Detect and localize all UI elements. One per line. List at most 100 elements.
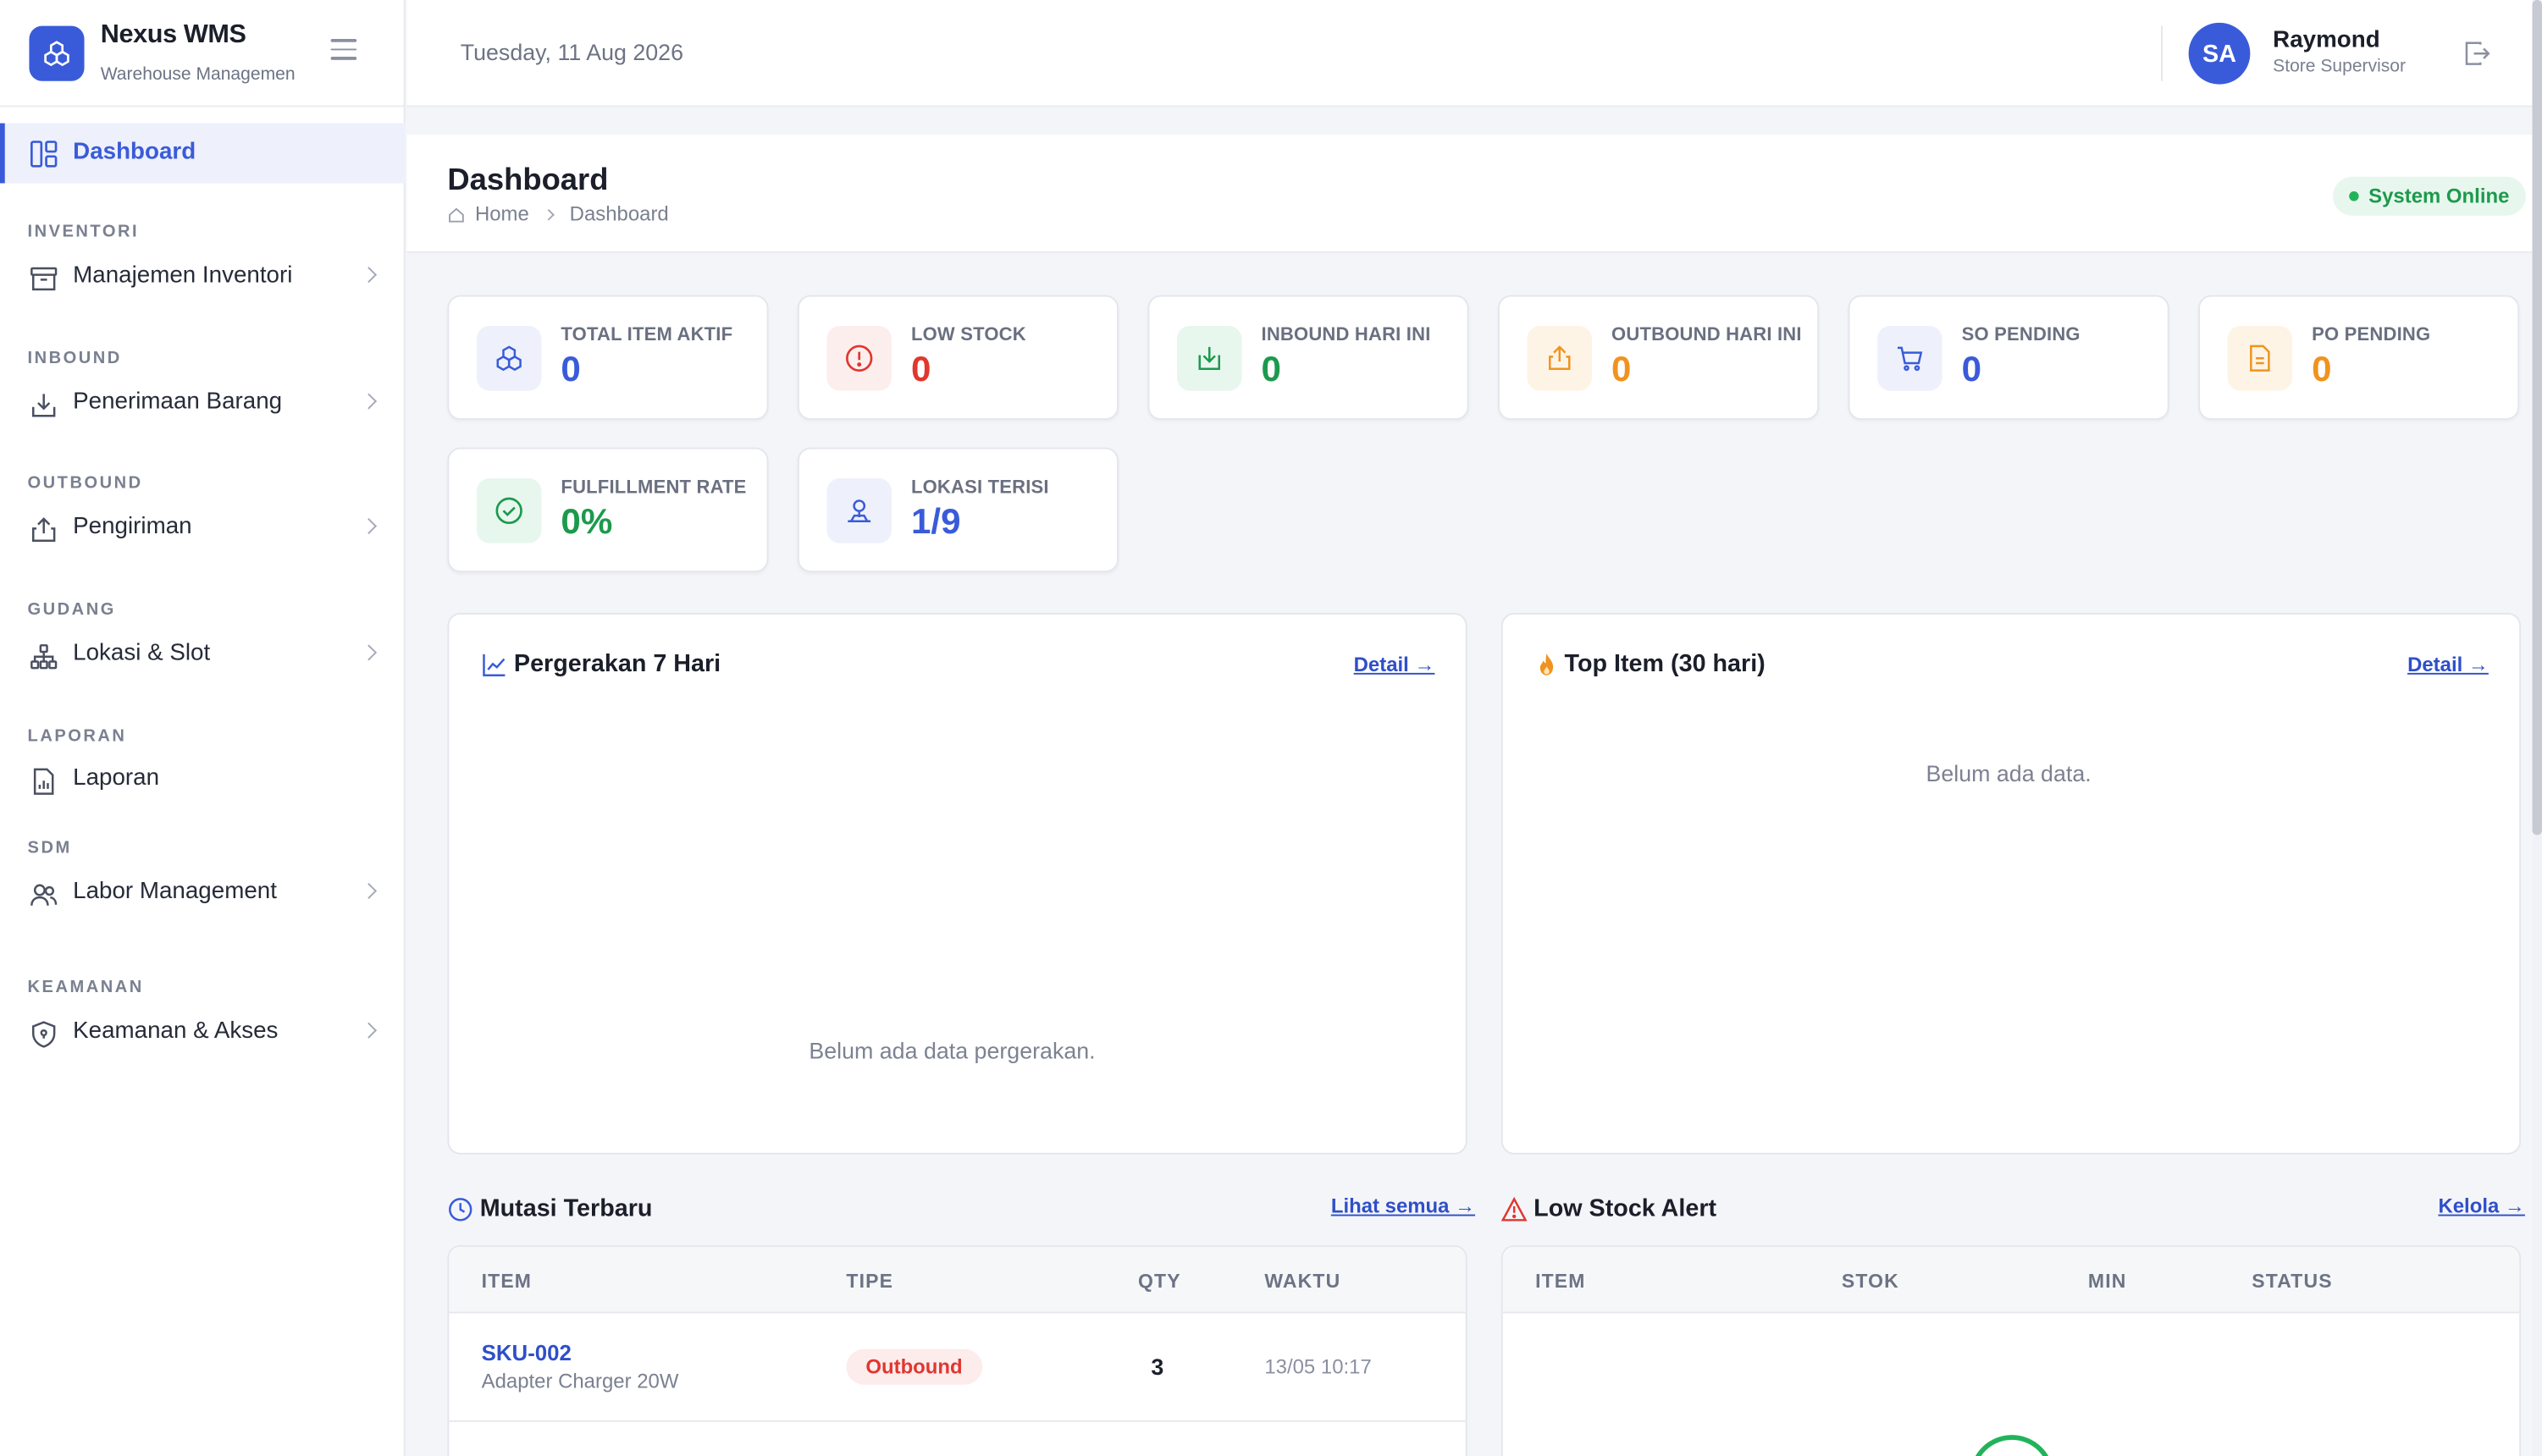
qty-value: 3	[1151, 1354, 1164, 1380]
page-title: Dashboard	[447, 163, 609, 198]
column-header: WAKTU	[1264, 1269, 1341, 1293]
section-title-outbound: OUTBOUND	[27, 473, 143, 494]
warning-icon	[1500, 1195, 1528, 1221]
sidebar-item-label: Pengiriman	[73, 514, 192, 540]
kpi-value: 0	[1611, 348, 1632, 389]
report-icon	[33, 768, 54, 795]
section-title-inbound: INBOUND	[27, 348, 122, 368]
brand-logo-icon[interactable]	[29, 25, 85, 81]
kpi-label: SO PENDING	[1961, 325, 2081, 345]
top-item-panel: Top Item (30 hari) Detail → Belum ada da…	[1500, 613, 2522, 1155]
divider	[2161, 25, 2163, 81]
user-role: Store Supervisor	[2273, 57, 2407, 77]
empty-state: Belum ada data.	[1926, 760, 2092, 786]
movement-panel: Pergerakan 7 Hari Detail → Belum ada dat…	[447, 613, 1467, 1155]
chevron-right-icon	[361, 393, 378, 410]
manage-link[interactable]: Kelola →	[2438, 1194, 2525, 1218]
menu-toggle-icon[interactable]	[330, 38, 357, 62]
location-pin-icon	[826, 478, 892, 543]
detail-link[interactable]: Detail →	[1353, 653, 1435, 676]
document-icon	[2227, 325, 2293, 391]
kpi-label: LOW STOCK	[910, 325, 1026, 345]
sidebar-item-laporan[interactable]: Laporan	[0, 757, 406, 805]
loading-spinner-icon	[1970, 1435, 2054, 1456]
dashboard-icon	[30, 141, 58, 168]
sidebar-item-inventori[interactable]: Manajemen Inventori	[0, 255, 406, 303]
panel-title: Top Item (30 hari)	[1535, 650, 1766, 678]
type-badge: Outbound	[846, 1348, 982, 1385]
chevron-right-icon	[543, 208, 555, 220]
cubes-icon	[476, 325, 542, 391]
low-stock-table: ITEM STOK MIN STATUS	[1500, 1245, 2522, 1456]
chevron-right-icon	[361, 644, 378, 661]
kpi-po-pending: PO PENDING 0	[2198, 295, 2520, 421]
detail-link[interactable]: Detail →	[2407, 653, 2489, 676]
logout-icon[interactable]	[2462, 39, 2491, 68]
column-header: ITEM	[1535, 1269, 1586, 1293]
brand-title: Nexus WMS	[100, 20, 246, 49]
kpi-value: 0	[561, 348, 581, 389]
sidebar-item-keamanan[interactable]: Keamanan & Akses	[0, 1010, 406, 1058]
users-icon	[30, 884, 58, 906]
alert-circle-icon	[826, 325, 892, 391]
page-header: Dashboard Home Dashboard System Online	[406, 134, 2533, 253]
column-header: MIN	[2087, 1269, 2127, 1293]
sidebar-item-label: Keamanan & Akses	[73, 1018, 279, 1045]
section-title-inventori: INVENTORI	[27, 222, 140, 242]
kpi-value: 1/9	[910, 500, 961, 542]
table-header: ITEM TIPE QTY WAKTU	[449, 1246, 1466, 1314]
chevron-right-icon	[361, 883, 378, 899]
kpi-value: 0	[1961, 348, 1982, 389]
sidebar-item-labor[interactable]: Labor Management	[0, 871, 406, 919]
kpi-total-item: TOTAL ITEM AKTIF 0	[447, 295, 769, 421]
kpi-label: TOTAL ITEM AKTIF	[561, 325, 733, 345]
section-title-text: Low Stock Alert	[1533, 1194, 1717, 1223]
table-row[interactable]: SKU-002 Adapter Charger 20W Outbound 3 1…	[449, 1313, 1466, 1422]
item-sku-link[interactable]: SKU-002	[481, 1341, 572, 1365]
column-header: TIPE	[846, 1269, 894, 1293]
brand-subtitle: Warehouse Managemen	[100, 64, 296, 85]
inbound-icon	[1176, 325, 1242, 391]
kpi-label: INBOUND HARI INI	[1261, 325, 1431, 345]
sidebar-item-outbound[interactable]: Pengiriman	[0, 506, 406, 554]
sidebar-item-dashboard[interactable]: Dashboard	[0, 123, 406, 184]
fire-icon	[1539, 652, 1554, 675]
check-circle-icon	[476, 478, 542, 543]
scrollbar-thumb[interactable]	[2532, 0, 2542, 836]
section-title-keamanan: KEAMANAN	[27, 977, 144, 997]
section-title-text: Mutasi Terbaru	[479, 1194, 653, 1223]
current-date: Tuesday, 11 Aug 2026	[460, 38, 684, 65]
inventory-icon	[30, 267, 58, 291]
mutasi-title: Mutasi Terbaru	[447, 1194, 653, 1223]
kpi-value: 0	[910, 348, 931, 389]
location-icon	[30, 644, 58, 670]
kpi-value: 0	[2312, 348, 2332, 389]
trend-chart-icon	[483, 653, 506, 676]
kpi-value: 0	[1261, 348, 1281, 389]
see-all-link[interactable]: Lihat semua →	[1330, 1194, 1476, 1218]
home-icon	[449, 207, 464, 222]
empty-state: Belum ada data pergerakan.	[809, 1037, 1096, 1064]
sidebar-item-lokasi[interactable]: Lokasi & Slot	[0, 632, 406, 681]
column-header: QTY	[1138, 1269, 1181, 1293]
kpi-value: 0%	[561, 500, 613, 542]
kpi-lokasi-terisi: LOKASI TERISI 1/9	[797, 447, 1119, 573]
cart-icon	[1877, 325, 1942, 391]
sidebar-item-label: Lokasi & Slot	[73, 640, 211, 667]
chevron-right-icon	[361, 267, 378, 284]
avatar[interactable]: SA	[2188, 22, 2251, 85]
panel-title-text: Pergerakan 7 Hari	[513, 650, 721, 678]
shield-icon	[32, 1021, 56, 1048]
sidebar-item-label: Manajemen Inventori	[73, 262, 293, 289]
kpi-label: FULFILLMENT RATE	[561, 478, 747, 499]
section-title-laporan: LAPORAN	[27, 726, 127, 747]
sidebar-item-inbound[interactable]: Penerimaan Barang	[0, 381, 406, 429]
sidebar: Nexus WMS Warehouse Managemen Dashboard …	[0, 0, 406, 1456]
sidebar-item-label: Labor Management	[73, 879, 277, 905]
kpi-label: LOKASI TERISI	[910, 478, 1049, 499]
kpi-label: OUTBOUND HARI INI	[1611, 325, 1802, 345]
table-header: ITEM STOK MIN STATUS	[1502, 1246, 2520, 1314]
inbound-icon	[32, 394, 56, 417]
breadcrumb-home[interactable]: Home	[474, 202, 529, 226]
panel-title-text: Top Item (30 hari)	[1564, 650, 1766, 678]
